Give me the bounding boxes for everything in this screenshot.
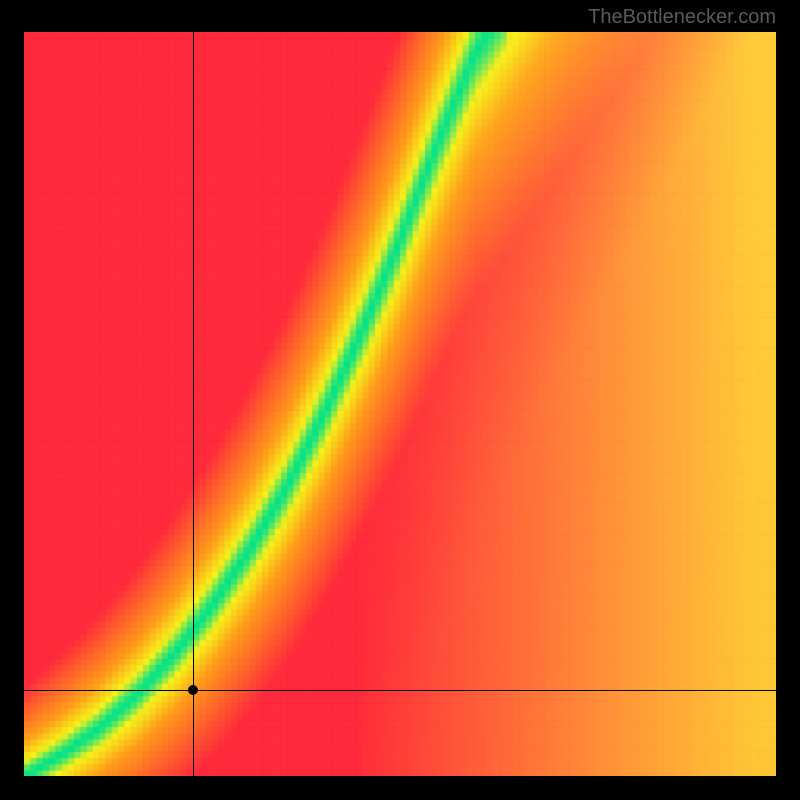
crosshair-horizontal bbox=[24, 690, 776, 691]
heatmap-plot bbox=[24, 32, 776, 776]
crosshair-vertical bbox=[193, 32, 194, 776]
heatmap-canvas bbox=[24, 32, 776, 776]
crosshair-marker bbox=[188, 685, 198, 695]
watermark-text: TheBottlenecker.com bbox=[588, 6, 776, 29]
